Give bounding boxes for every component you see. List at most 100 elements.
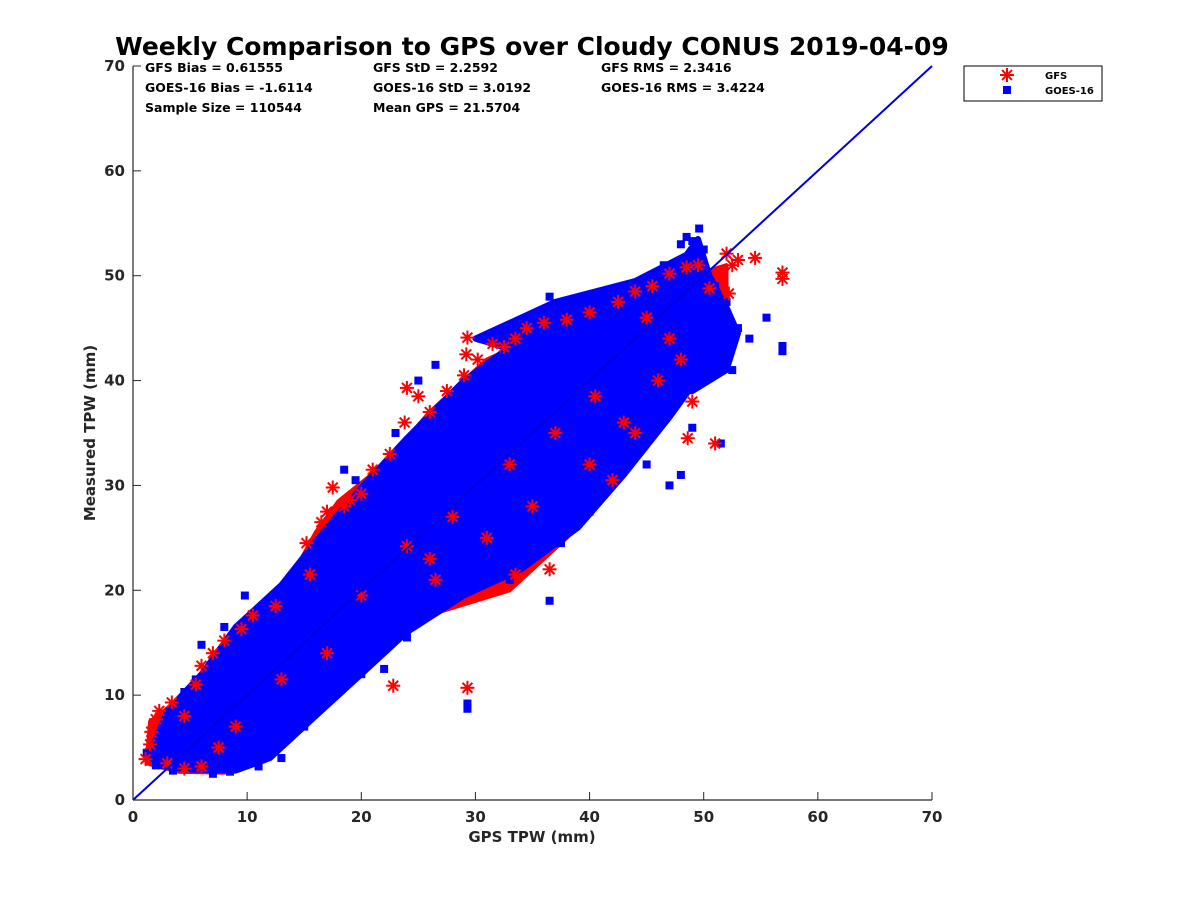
goes-point — [351, 476, 360, 485]
gfs-point — [460, 330, 475, 345]
gfs-point — [144, 724, 159, 739]
gfs-point — [457, 368, 472, 383]
gfs-point — [205, 646, 220, 661]
goes-point — [688, 237, 697, 246]
x-tick-label: 60 — [807, 808, 828, 826]
gfs-point — [245, 608, 260, 623]
goes-point — [151, 761, 160, 770]
legend-box — [963, 65, 1103, 102]
goes-point — [676, 470, 685, 479]
goes-point — [778, 341, 787, 350]
x-axis-ticks: 0 10 20 30 40 50 60 70 — [128, 792, 943, 826]
gfs-point — [459, 347, 474, 362]
goes-point — [596, 387, 605, 396]
goes-point — [762, 313, 771, 322]
gfs-point — [460, 680, 475, 695]
stat-goes-rms: GOES-16 RMS = 3.4224 — [601, 80, 765, 95]
gfs-point — [422, 551, 437, 566]
goes-point — [545, 596, 554, 605]
gfs-point — [399, 539, 414, 554]
goes-point — [226, 767, 235, 776]
goes-point — [733, 324, 742, 333]
goes-point — [665, 481, 674, 490]
gfs-point — [439, 384, 454, 399]
goes-point — [654, 324, 663, 333]
goes-point — [551, 324, 560, 333]
legend-gfs-marker — [1000, 68, 1014, 82]
gfs-point — [268, 599, 283, 614]
y-tick-label: 10 — [104, 686, 125, 704]
x-axis-label: GPS TPW (mm) — [468, 828, 595, 846]
goes-point — [463, 704, 472, 713]
gfs-point — [399, 380, 414, 395]
goes-point — [636, 303, 645, 312]
gfs-point — [299, 536, 314, 551]
plot-area — [132, 65, 933, 801]
gfs-point — [382, 446, 397, 461]
stat-gfs-bias: GFS Bias = 0.61555 — [145, 60, 283, 75]
goes-point — [311, 638, 320, 647]
y-axis-ticks: 0 10 20 30 40 50 60 70 — [104, 57, 141, 809]
gfs-point — [365, 462, 380, 477]
y-tick-label: 60 — [104, 162, 125, 180]
gfs-point — [194, 658, 209, 673]
goes-point — [380, 581, 389, 590]
legend-gfs-label: GFS — [1045, 71, 1067, 82]
gfs-point — [164, 695, 179, 710]
goes-point — [659, 261, 668, 270]
gfs-point — [702, 281, 717, 296]
stat-goes-bias: GOES-16 Bias = -1.6114 — [145, 80, 313, 95]
stat-mean-gps: Mean GPS = 21.5704 — [373, 100, 520, 115]
goes-point — [619, 287, 628, 296]
goes-point — [688, 423, 697, 432]
gfs-point — [582, 457, 597, 472]
goes-point — [431, 591, 440, 600]
x-tick-label: 40 — [579, 808, 600, 826]
goes-point — [722, 297, 731, 306]
goes-point — [208, 769, 217, 778]
goes-point — [391, 429, 400, 437]
goes-point — [778, 347, 787, 356]
stat-gfs-rms: GFS RMS = 2.3416 — [601, 60, 732, 75]
gfs-point — [211, 740, 226, 755]
stat-gfs-std: GFS StD = 2.2592 — [373, 60, 498, 75]
goes-point — [505, 429, 514, 437]
gfs-point — [397, 415, 412, 430]
goes-point — [482, 570, 491, 579]
x-tick-label: 50 — [693, 808, 714, 826]
x-tick-label: 30 — [465, 808, 486, 826]
goes-point — [745, 334, 754, 343]
gfs-point — [502, 457, 517, 472]
goes-point — [682, 232, 691, 241]
goes-point — [488, 371, 497, 380]
legend-goes-marker — [1003, 86, 1011, 94]
gfs-point — [639, 310, 654, 325]
gfs-point — [508, 331, 523, 346]
stat-goes-std: GOES-16 StD = 3.0192 — [373, 80, 531, 95]
gfs-point — [525, 499, 540, 514]
gfs-point — [775, 271, 790, 286]
gfs-point — [188, 677, 203, 692]
gfs-point — [708, 436, 723, 451]
gfs-point — [302, 567, 317, 582]
gfs-point — [152, 703, 167, 718]
goes-point — [340, 465, 349, 474]
y-tick-label: 70 — [104, 57, 125, 75]
x-tick-label: 70 — [922, 808, 943, 826]
legend-gfs-asterisk — [1000, 68, 1014, 82]
gfs-point — [748, 250, 763, 265]
gfs-point — [314, 515, 329, 530]
goes-point — [596, 345, 605, 354]
chart-title: Weekly Comparison to GPS over Cloudy CON… — [115, 32, 949, 61]
gfs-point — [721, 286, 736, 301]
goes-point — [277, 754, 286, 763]
gfs-point — [411, 389, 426, 404]
gfs-point — [470, 352, 485, 367]
gfs-point — [508, 567, 523, 582]
gfs-point — [485, 336, 500, 351]
gfs-point — [234, 622, 249, 637]
goes-point — [562, 408, 571, 417]
goes-point — [477, 334, 486, 343]
points-layer — [138, 224, 790, 778]
goes-point — [642, 460, 651, 469]
